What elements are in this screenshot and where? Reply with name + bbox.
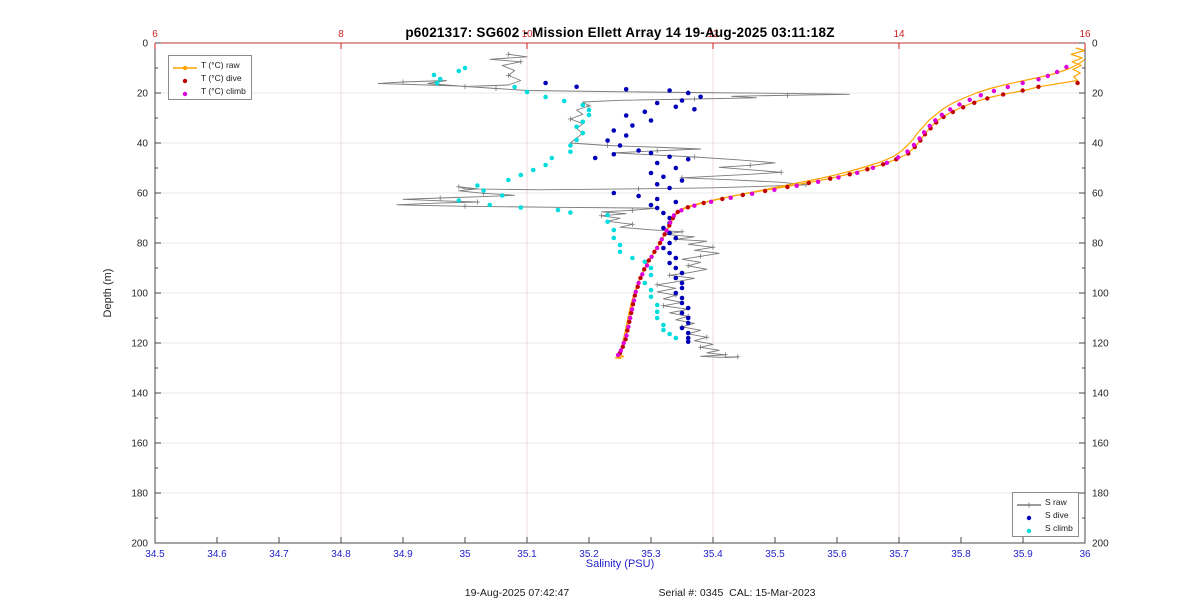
series-s-dive [543,80,703,345]
legend-item-label: T (°C) raw [201,59,240,70]
svg-text:120: 120 [1092,339,1109,350]
svg-text:35.3: 35.3 [641,549,661,560]
svg-text:40: 40 [1092,139,1104,150]
svg-text:35.4: 35.4 [703,549,723,560]
legend-item-t-dive: T (°C) dive [171,71,246,84]
svg-text:8: 8 [338,29,344,40]
salinity-legend: S raw S dive S climb [1012,492,1079,537]
svg-text:180: 180 [131,489,148,500]
svg-text:140: 140 [131,389,148,400]
svg-text:35.6: 35.6 [827,549,847,560]
svg-text:6: 6 [152,29,158,40]
s-dive-dot-swatch-icon [1015,510,1043,520]
legend-item-label: T (°C) climb [201,85,246,96]
svg-text:34.9: 34.9 [393,549,413,560]
legend-item-s-climb: S climb [1015,521,1073,534]
svg-text:120: 120 [131,339,148,350]
svg-text:35.7: 35.7 [889,549,909,560]
svg-text:80: 80 [1092,239,1104,250]
svg-text:20: 20 [137,89,149,100]
svg-text:140: 140 [1092,389,1109,400]
legend-item-label: S dive [1045,509,1069,520]
legend-item-t-raw: T (°C) raw [171,58,246,71]
t-raw-line-swatch-icon [171,60,199,70]
legend-item-s-dive: S dive [1015,508,1073,521]
svg-text:10: 10 [521,29,533,40]
axis-ticks [154,42,1086,544]
svg-text:16: 16 [1079,29,1091,40]
page-title: p6021317: SG602 - Mission Ellett Array 1… [405,25,835,40]
series-t-c-dive [617,80,1080,356]
svg-text:200: 200 [1092,539,1109,550]
grid-lines [155,43,1085,543]
legend-item-t-climb: T (°C) climb [171,84,246,97]
svg-text:35.5: 35.5 [765,549,785,560]
svg-text:14: 14 [893,29,905,40]
svg-text:60: 60 [137,189,149,200]
depth-axis-label: Depth (m) [102,268,114,318]
svg-text:0: 0 [142,39,148,50]
legend-item-s-raw: S raw [1015,495,1073,508]
svg-text:180: 180 [1092,489,1109,500]
s-climb-dot-swatch-icon [1015,523,1043,533]
svg-text:60: 60 [1092,189,1104,200]
legend-item-label: S raw [1045,496,1067,507]
svg-text:36: 36 [1079,549,1091,560]
series-s-raw [377,51,850,360]
t-dive-dot-swatch-icon [171,73,199,83]
svg-text:34.8: 34.8 [331,549,351,560]
series-t-c-raw [614,47,1086,360]
series-s-climb [431,65,679,341]
legend-item-label: S climb [1045,522,1073,533]
svg-text:35.8: 35.8 [951,549,971,560]
temperature-legend: T (°C) raw T (°C) dive T (°C) climb [168,55,252,100]
svg-text:34.6: 34.6 [207,549,227,560]
t-climb-dot-swatch-icon [171,86,199,96]
svg-text:0: 0 [1092,39,1098,50]
series-t-c-climb [615,64,1069,358]
svg-text:12: 12 [707,29,719,40]
svg-text:200: 200 [131,539,148,550]
footer-serial-cal: Serial #: 0345 CAL: 15-Mar-2023 [658,587,816,599]
svg-text:100: 100 [131,289,148,300]
svg-text:160: 160 [131,439,148,450]
svg-text:160: 160 [1092,439,1109,450]
s-raw-line-swatch-icon [1015,497,1043,507]
svg-text:80: 80 [137,239,149,250]
svg-text:100: 100 [1092,289,1109,300]
legend-item-label: T (°C) dive [201,72,242,83]
svg-text:35.1: 35.1 [517,549,537,560]
svg-text:35.9: 35.9 [1013,549,1033,560]
footer-timestamp: 19-Aug-2025 07:42:47 [464,587,570,599]
svg-text:34.7: 34.7 [269,549,289,560]
svg-text:35: 35 [459,549,471,560]
svg-text:20: 20 [1092,89,1104,100]
svg-text:35.2: 35.2 [579,549,599,560]
tick-labels: 0 20 40 60 80 100 120 140 160 180 200 0 20 40 60 80 100 1… [131,29,1109,560]
svg-text:40: 40 [137,139,149,150]
svg-text:34.5: 34.5 [145,549,165,560]
salinity-axis-label: Salinity (PSU) [585,558,655,570]
